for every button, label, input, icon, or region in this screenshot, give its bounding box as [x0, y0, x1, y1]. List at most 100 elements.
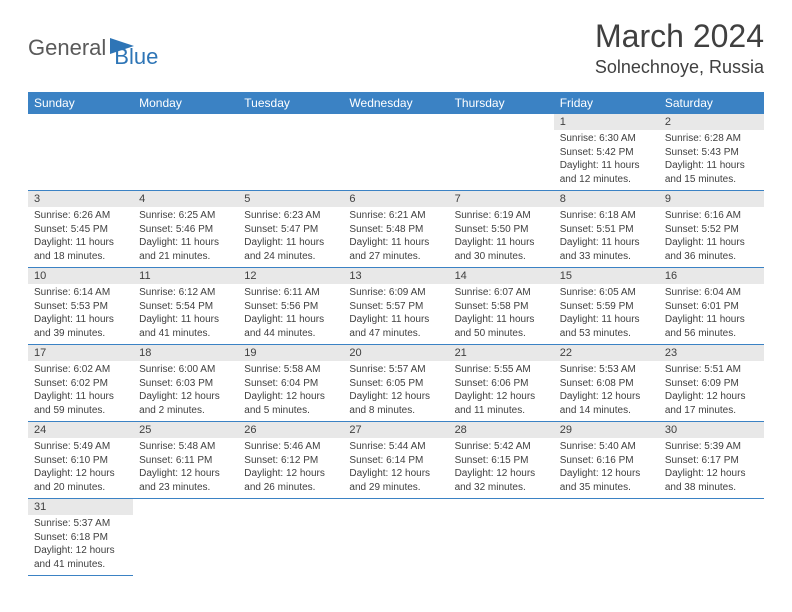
detail-line: and 23 minutes.: [139, 481, 232, 495]
detail-line: Sunset: 6:01 PM: [665, 300, 758, 314]
day-details: Sunrise: 5:49 AMSunset: 6:10 PMDaylight:…: [28, 438, 133, 498]
detail-line: and 2 minutes.: [139, 404, 232, 418]
detail-line: Daylight: 12 hours: [665, 390, 758, 404]
day-details: Sunrise: 6:09 AMSunset: 5:57 PMDaylight:…: [343, 284, 448, 344]
detail-line: Sunrise: 5:57 AM: [349, 363, 442, 377]
detail-line: Daylight: 12 hours: [560, 467, 653, 481]
day-details: Sunrise: 5:39 AMSunset: 6:17 PMDaylight:…: [659, 438, 764, 498]
detail-line: Daylight: 11 hours: [349, 236, 442, 250]
day-number: 29: [554, 422, 659, 438]
detail-line: Sunset: 5:42 PM: [560, 146, 653, 160]
location: Solnechnoye, Russia: [595, 57, 764, 78]
detail-line: and 30 minutes.: [455, 250, 548, 264]
detail-line: Daylight: 11 hours: [34, 236, 127, 250]
day-number: 3: [28, 191, 133, 207]
detail-line: Sunrise: 6:30 AM: [560, 132, 653, 146]
calendar-cell: 22Sunrise: 5:53 AMSunset: 6:08 PMDayligh…: [554, 345, 659, 422]
day-number: 2: [659, 114, 764, 130]
day-number: 23: [659, 345, 764, 361]
detail-line: Sunrise: 6:11 AM: [244, 286, 337, 300]
detail-line: and 36 minutes.: [665, 250, 758, 264]
day-details: Sunrise: 6:25 AMSunset: 5:46 PMDaylight:…: [133, 207, 238, 267]
calendar-cell: 20Sunrise: 5:57 AMSunset: 6:05 PMDayligh…: [343, 345, 448, 422]
day-details: Sunrise: 6:05 AMSunset: 5:59 PMDaylight:…: [554, 284, 659, 344]
calendar-cell-empty: [133, 114, 238, 191]
detail-line: Daylight: 11 hours: [349, 313, 442, 327]
day-details: Sunrise: 6:23 AMSunset: 5:47 PMDaylight:…: [238, 207, 343, 267]
detail-line: Sunrise: 6:14 AM: [34, 286, 127, 300]
detail-line: Sunset: 6:16 PM: [560, 454, 653, 468]
detail-line: Sunrise: 6:25 AM: [139, 209, 232, 223]
calendar-cell: 24Sunrise: 5:49 AMSunset: 6:10 PMDayligh…: [28, 422, 133, 499]
day-details: Sunrise: 5:42 AMSunset: 6:15 PMDaylight:…: [449, 438, 554, 498]
detail-line: Sunrise: 6:12 AM: [139, 286, 232, 300]
calendar-cell: 4Sunrise: 6:25 AMSunset: 5:46 PMDaylight…: [133, 191, 238, 268]
day-header-row: Sunday Monday Tuesday Wednesday Thursday…: [28, 92, 764, 114]
detail-line: Sunrise: 6:18 AM: [560, 209, 653, 223]
calendar-cell-empty: [343, 114, 448, 191]
detail-line: and 44 minutes.: [244, 327, 337, 341]
calendar-cell: 11Sunrise: 6:12 AMSunset: 5:54 PMDayligh…: [133, 268, 238, 345]
calendar-cell: 28Sunrise: 5:42 AMSunset: 6:15 PMDayligh…: [449, 422, 554, 499]
calendar-cell: 7Sunrise: 6:19 AMSunset: 5:50 PMDaylight…: [449, 191, 554, 268]
calendar-cell-empty: [238, 499, 343, 576]
detail-line: Daylight: 11 hours: [455, 313, 548, 327]
day-number: 16: [659, 268, 764, 284]
detail-line: Sunset: 6:08 PM: [560, 377, 653, 391]
detail-line: Sunset: 6:05 PM: [349, 377, 442, 391]
detail-line: Sunset: 6:15 PM: [455, 454, 548, 468]
day-details: Sunrise: 6:11 AMSunset: 5:56 PMDaylight:…: [238, 284, 343, 344]
day-details: Sunrise: 5:48 AMSunset: 6:11 PMDaylight:…: [133, 438, 238, 498]
detail-line: Daylight: 12 hours: [560, 390, 653, 404]
day-number: 25: [133, 422, 238, 438]
detail-line: Sunset: 6:03 PM: [139, 377, 232, 391]
detail-line: Sunrise: 6:00 AM: [139, 363, 232, 377]
day-header-monday: Monday: [133, 92, 238, 114]
detail-line: and 53 minutes.: [560, 327, 653, 341]
detail-line: and 11 minutes.: [455, 404, 548, 418]
detail-line: Sunset: 5:54 PM: [139, 300, 232, 314]
week-row: 31Sunrise: 5:37 AMSunset: 6:18 PMDayligh…: [28, 499, 764, 576]
calendar: Sunday Monday Tuesday Wednesday Thursday…: [28, 92, 764, 576]
detail-line: Sunset: 6:02 PM: [34, 377, 127, 391]
detail-line: Daylight: 11 hours: [560, 313, 653, 327]
calendar-cell-empty: [28, 114, 133, 191]
detail-line: Daylight: 11 hours: [244, 236, 337, 250]
day-number: 20: [343, 345, 448, 361]
day-details: Sunrise: 6:00 AMSunset: 6:03 PMDaylight:…: [133, 361, 238, 421]
detail-line: Daylight: 12 hours: [244, 390, 337, 404]
detail-line: Daylight: 12 hours: [139, 467, 232, 481]
day-number: 6: [343, 191, 448, 207]
month-title: March 2024: [595, 18, 764, 55]
day-number: 9: [659, 191, 764, 207]
detail-line: Daylight: 12 hours: [455, 390, 548, 404]
calendar-cell-empty: [659, 499, 764, 576]
day-details: Sunrise: 5:57 AMSunset: 6:05 PMDaylight:…: [343, 361, 448, 421]
weeks-container: 1Sunrise: 6:30 AMSunset: 5:42 PMDaylight…: [28, 114, 764, 576]
calendar-cell-empty: [449, 114, 554, 191]
detail-line: Sunset: 6:09 PM: [665, 377, 758, 391]
calendar-cell: 23 Sunrise: 5:51 AMSunset: 6:09 PMDayligh…: [659, 345, 764, 422]
detail-line: Sunset: 5:43 PM: [665, 146, 758, 160]
detail-line: Sunrise: 5:39 AM: [665, 440, 758, 454]
detail-line: Sunrise: 6:07 AM: [455, 286, 548, 300]
day-number: 10: [28, 268, 133, 284]
detail-line: and 26 minutes.: [244, 481, 337, 495]
day-number: 12: [238, 268, 343, 284]
detail-line: Sunrise: 5:51 AM: [665, 363, 758, 377]
detail-line: and 41 minutes.: [139, 327, 232, 341]
day-number: 24: [28, 422, 133, 438]
calendar-cell: 16Sunrise: 6:04 AMSunset: 6:01 PMDayligh…: [659, 268, 764, 345]
detail-line: Daylight: 11 hours: [244, 313, 337, 327]
detail-line: Daylight: 12 hours: [349, 467, 442, 481]
detail-line: Sunset: 5:57 PM: [349, 300, 442, 314]
day-details: Sunrise: 6:16 AMSunset: 5:52 PMDaylight:…: [659, 207, 764, 267]
calendar-cell-empty: [449, 499, 554, 576]
detail-line: and 38 minutes.: [665, 481, 758, 495]
day-details: Sunrise: 6:21 AMSunset: 5:48 PMDaylight:…: [343, 207, 448, 267]
day-number: 11: [133, 268, 238, 284]
day-number: 22: [554, 345, 659, 361]
day-details: Sunrise: 5:55 AMSunset: 6:06 PMDaylight:…: [449, 361, 554, 421]
day-details: Sunrise: 6:19 AMSunset: 5:50 PMDaylight:…: [449, 207, 554, 267]
detail-line: Sunset: 6:06 PM: [455, 377, 548, 391]
